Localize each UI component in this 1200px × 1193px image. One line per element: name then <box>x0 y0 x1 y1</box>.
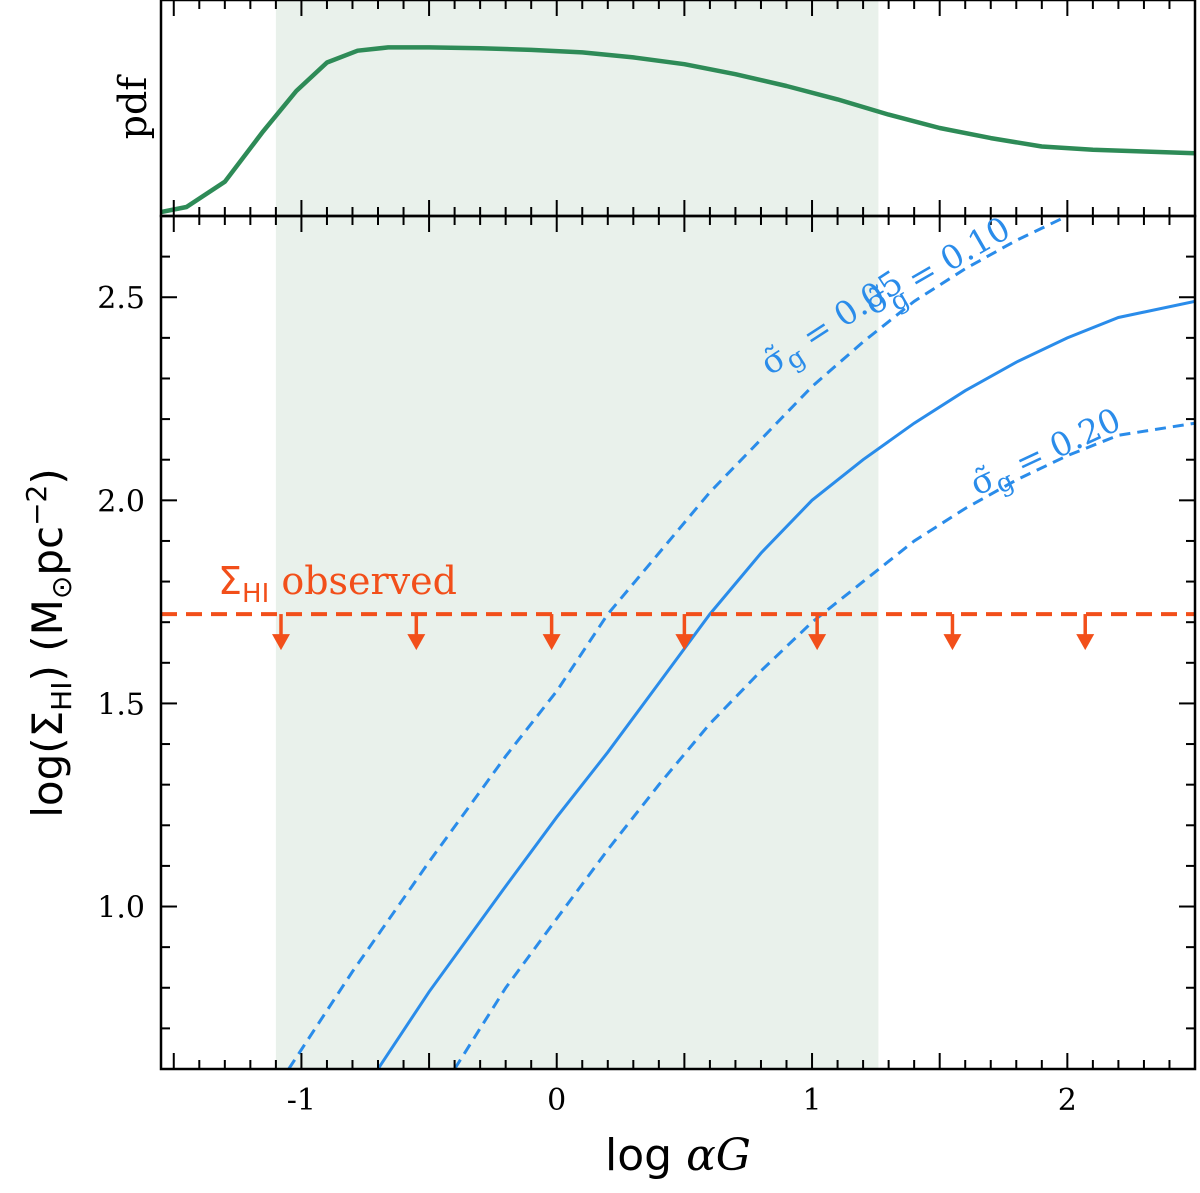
x-tick-label: -1 <box>287 1083 316 1118</box>
main-panel: -1 0 1 21.01.52.02.5 σ̃g = 0.05 σ̃g = 0.10 … <box>20 209 1196 1181</box>
curve-sigma-010 <box>376 299 1195 1069</box>
y-tick-label: 1.5 <box>97 687 145 722</box>
upper-limit-arrow-head <box>271 634 290 651</box>
main-axis-ticks <box>161 215 1196 1070</box>
main-frame <box>159 214 1197 1071</box>
upper-limit-arrow-head <box>1076 634 1095 651</box>
y-tick-label: 2.0 <box>97 484 145 519</box>
y-tick-label: 2.5 <box>97 281 145 316</box>
x-tick-label: 2 <box>1058 1083 1077 1118</box>
y-axis-label: log(ΣHI) (M⊙pc−2) <box>20 468 78 818</box>
x-axis-label: log αG <box>605 1130 751 1181</box>
pdf-panel: pdf <box>111 0 1196 216</box>
curve-label-020: σ̃g = 0.20 <box>964 400 1130 510</box>
observed-label: ΣHI observed <box>218 559 457 609</box>
upper-limit-arrow-head <box>808 634 827 651</box>
main-shaded-region <box>275 216 879 1069</box>
x-tick-label: 0 <box>547 1083 566 1118</box>
curve-sigma-005 <box>287 216 1068 1069</box>
upper-limit-arrow-head <box>407 634 426 651</box>
model-curves <box>287 216 1195 1069</box>
main-tick-labels: -1 0 1 2 1.0 1.5 2.0 2.5 <box>97 281 1077 1118</box>
observed-limit <box>161 612 1195 651</box>
pdf-curve <box>161 45 1195 215</box>
upper-limit-arrow-head <box>542 634 561 651</box>
upper-limit-arrow-head <box>675 634 694 651</box>
y-tick-label: 1.0 <box>97 891 145 926</box>
pdf-x-ticks <box>172 0 1196 216</box>
upper-limit-arrow-head <box>943 634 962 651</box>
x-tick-label: 1 <box>802 1083 821 1118</box>
pdf-shaded-region <box>275 0 879 216</box>
pdf-y-label: pdf <box>111 74 155 140</box>
